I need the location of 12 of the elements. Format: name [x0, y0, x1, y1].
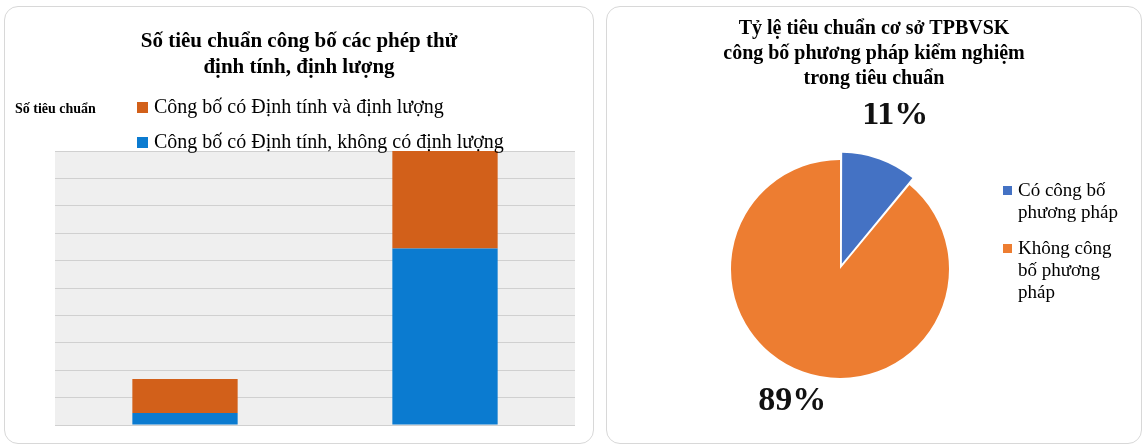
legend-label: Có công bố phương pháp: [1018, 179, 1120, 223]
data-label: 89%: [758, 380, 827, 418]
legend-label: Không công bố phương pháp: [1018, 237, 1113, 303]
bar: [392, 248, 498, 425]
legend-label: Công bố có Định tính, không có định lượng: [154, 130, 504, 153]
chart-title: Số tiêu chuẩn công bố các phép thử định tính, định lượng: [139, 27, 459, 80]
bar: [132, 412, 238, 425]
legend-label: Công bố có Định tính và định lượng: [154, 95, 444, 118]
bar: [392, 151, 498, 249]
bar: [132, 378, 238, 413]
y-axis-title: Số tiêu chuẩn: [15, 101, 96, 117]
chart-title: Tỷ lệ tiêu chuẩn cơ sở TPBVSK công bố phương pháp kiểm nghiệm trong tiêu chuẩn: [722, 15, 1026, 90]
